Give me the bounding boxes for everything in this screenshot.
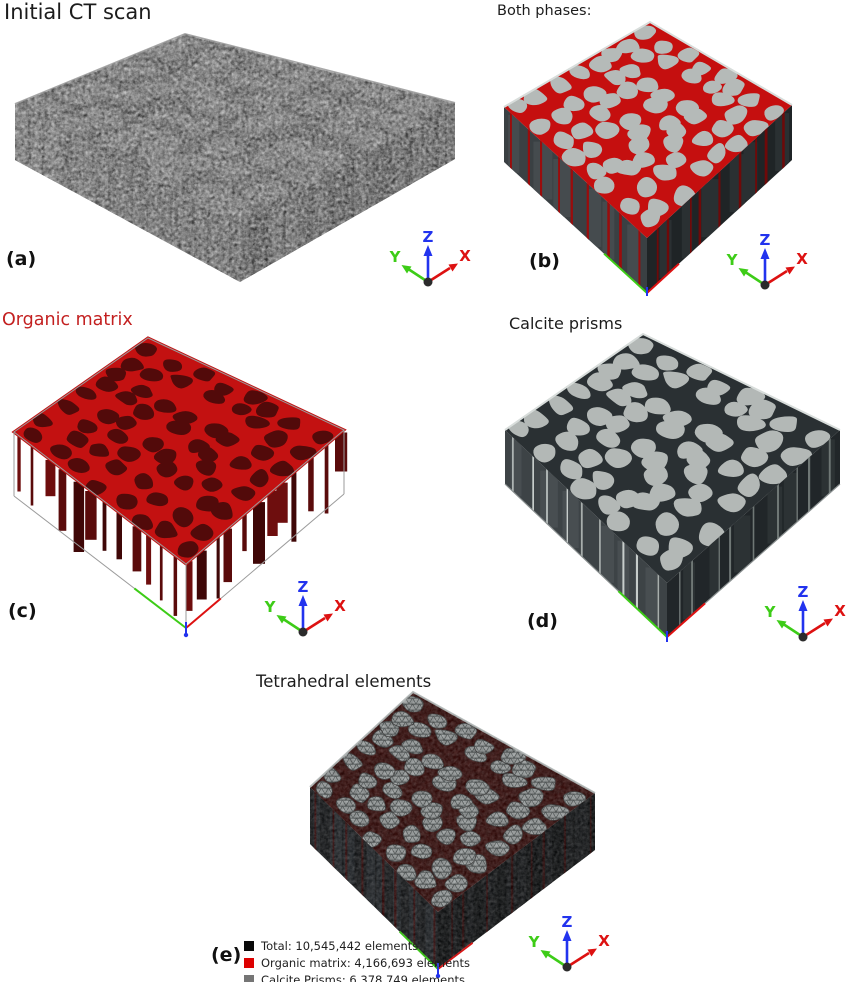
axis-label-x: X xyxy=(598,932,610,950)
axis-label-y: Y xyxy=(764,603,777,621)
origin-marker-icon xyxy=(423,277,433,287)
panel-a-title: Initial CT scan xyxy=(4,0,152,24)
axis-triad: Z Y X xyxy=(528,913,610,972)
origin-marker-icon xyxy=(798,632,808,642)
legend-item-label: Organic matrix: 4,166,693 elements xyxy=(261,956,470,970)
z-arrowhead-icon xyxy=(423,245,433,256)
calcite-prisms-swatch-icon xyxy=(244,975,254,982)
z-arrowhead-icon xyxy=(298,595,308,606)
axis-triad: Z Y X xyxy=(264,578,346,637)
z-arrowhead-icon xyxy=(798,600,808,611)
axis-label-x: X xyxy=(459,247,471,265)
axis-label-x: X xyxy=(834,602,846,620)
axis-triad: Z Y X xyxy=(764,583,846,642)
y-arrowhead-icon xyxy=(738,268,749,277)
initial-ct-scan-3d-view xyxy=(14,32,456,282)
x-arrowhead-icon xyxy=(785,266,795,275)
panel-a-label: (a) xyxy=(6,248,37,270)
y-arrowhead-icon xyxy=(540,950,551,959)
axis-label-z: Z xyxy=(423,228,434,246)
both-phases-3d-view xyxy=(503,20,793,296)
panel-e-title: Tetrahedral elements xyxy=(256,672,432,691)
panel-b-title: Both phases: xyxy=(497,3,592,19)
y-arrowhead-icon xyxy=(276,615,287,624)
axis-label-y: Y xyxy=(528,933,541,951)
y-arrowhead-icon xyxy=(776,620,787,629)
origin-marker-icon xyxy=(562,962,572,972)
axis-label-z: Z xyxy=(298,578,309,596)
x-arrowhead-icon xyxy=(323,613,333,622)
x-arrowhead-icon xyxy=(587,948,597,957)
total-swatch-icon xyxy=(244,941,254,951)
axis-label-z: Z xyxy=(798,583,809,601)
calcite-prisms-3d-view xyxy=(504,332,841,642)
axis-label-x: X xyxy=(334,597,346,615)
axis-label-x: X xyxy=(796,250,808,268)
axis-label-z: Z xyxy=(760,231,771,249)
z-arrowhead-icon xyxy=(760,248,770,259)
axis-label-z: Z xyxy=(562,913,573,931)
panel-c-title: Organic matrix xyxy=(2,310,133,330)
panel-d-label: (d) xyxy=(527,610,558,632)
axis-triad: Z Y X xyxy=(726,231,808,290)
panel-d-title: Calcite prisms xyxy=(509,314,623,333)
organic-matrix-swatch-icon xyxy=(244,958,254,968)
legend-item-label: Total: 10,545,442 elements xyxy=(261,939,419,953)
axis-triad: Z Y X xyxy=(389,228,471,287)
x-arrowhead-icon xyxy=(448,263,458,272)
panel-c-label: (c) xyxy=(8,600,37,622)
panel-b-label: (b) xyxy=(529,250,560,272)
axis-label-y: Y xyxy=(726,251,739,269)
z-arrowhead-icon xyxy=(562,930,572,941)
legend: Total: 10,545,442 elements Organic matri… xyxy=(244,939,470,982)
tetrahedral-mesh-3d-view xyxy=(309,690,596,978)
axis-label-y: Y xyxy=(264,598,277,616)
legend-item-label: Calcite Prisms: 6,378,749 elements xyxy=(261,973,465,982)
legend-item-calcite-prisms: Calcite Prisms: 6,378,749 elements xyxy=(244,973,470,982)
legend-item-organic-matrix: Organic matrix: 4,166,693 elements xyxy=(244,956,470,970)
y-arrowhead-icon xyxy=(401,265,412,274)
origin-marker-icon xyxy=(298,627,308,637)
axis-label-y: Y xyxy=(389,248,402,266)
organic-matrix-3d-view xyxy=(11,336,348,638)
origin-marker-icon xyxy=(760,280,770,290)
legend-item-total: Total: 10,545,442 elements xyxy=(244,939,470,953)
x-arrowhead-icon xyxy=(823,618,833,627)
panel-e-label: (e) xyxy=(211,944,242,966)
